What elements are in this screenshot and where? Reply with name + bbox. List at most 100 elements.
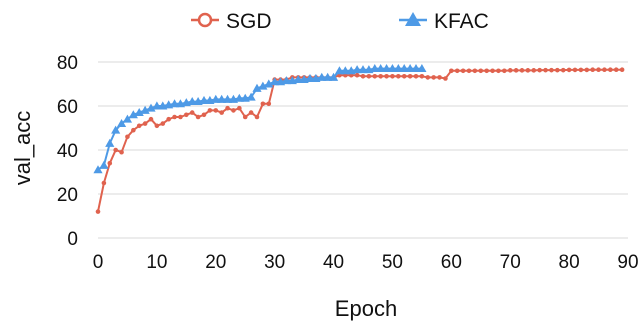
- data-point-sgd: [119, 149, 124, 155]
- data-point-sgd: [172, 114, 177, 120]
- data-point-kfac: [211, 94, 221, 103]
- ticks: 0 20 40 60 80 0 10 20 30 40 50 60 70 80 90: [57, 53, 639, 273]
- data-point-sgd: [219, 110, 224, 115]
- data-point-kfac: [234, 93, 244, 102]
- data-point-sgd: [460, 68, 466, 74]
- data-point-sgd: [560, 67, 566, 73]
- data-point-kfac: [93, 165, 103, 174]
- legend-item-kfac: KFAC: [399, 10, 489, 33]
- data-point-sgd: [184, 112, 189, 118]
- data-point-kfac: [376, 64, 386, 73]
- data-point-sgd: [95, 209, 101, 214]
- data-point-sgd: [584, 67, 590, 73]
- data-point-sgd: [443, 76, 448, 81]
- data-point-kfac: [317, 72, 327, 81]
- data-point-kfac: [122, 114, 133, 123]
- data-point-kfac: [252, 83, 262, 92]
- data-point-sgd: [166, 116, 171, 122]
- data-point-kfac: [381, 64, 392, 73]
- data-point-sgd: [590, 67, 595, 72]
- data-point-sgd: [531, 68, 537, 73]
- x-tick-label: 50: [382, 252, 403, 273]
- data-point-sgd: [113, 147, 118, 153]
- data-point-sgd: [390, 74, 395, 79]
- legend-marker-kfac: [405, 12, 421, 26]
- data-point-sgd: [378, 74, 383, 79]
- data-point-kfac: [387, 64, 398, 73]
- data-point-kfac: [270, 77, 280, 86]
- x-tick-label: 40: [323, 252, 344, 273]
- data-point-sgd: [490, 68, 495, 74]
- x-tick-label: 10: [146, 252, 167, 273]
- data-point-sgd: [201, 112, 207, 118]
- legend-label-sgd: SGD: [226, 10, 272, 33]
- data-point-kfac: [328, 72, 339, 81]
- data-point-kfac: [399, 64, 409, 73]
- y-tick-label: 0: [67, 229, 78, 250]
- data-point-sgd: [101, 180, 107, 186]
- data-point-sgd: [160, 121, 166, 126]
- data-point-kfac: [281, 76, 292, 85]
- data-point-kfac: [417, 64, 427, 73]
- data-point-kfac: [305, 73, 315, 82]
- data-point-sgd: [543, 67, 548, 73]
- data-point-sgd: [602, 67, 607, 72]
- series-kfac: [93, 64, 427, 174]
- data-point-sgd: [148, 116, 154, 122]
- data-point-kfac: [352, 65, 362, 74]
- data-point-kfac: [246, 92, 256, 101]
- x-tick-label: 30: [264, 252, 285, 273]
- data-point-kfac: [99, 160, 109, 169]
- data-point-kfac: [128, 110, 138, 119]
- data-point-sgd: [136, 123, 142, 129]
- legend-item-sgd: SGD: [191, 10, 272, 33]
- data-point-sgd: [248, 110, 254, 115]
- y-axis-label: val_acc: [10, 111, 35, 186]
- data-point-sgd: [195, 114, 201, 120]
- data-point-sgd: [519, 68, 525, 73]
- data-point-sgd: [449, 68, 454, 74]
- data-point-kfac: [358, 65, 368, 74]
- data-point-sgd: [484, 68, 489, 74]
- data-point-sgd: [366, 74, 372, 79]
- x-tick-label: 60: [441, 252, 462, 273]
- data-point-sgd: [513, 68, 519, 73]
- y-tick-label: 40: [57, 141, 78, 162]
- data-point-kfac: [134, 108, 144, 117]
- data-point-sgd: [225, 105, 230, 111]
- data-point-sgd: [619, 67, 625, 72]
- data-point-kfac: [370, 64, 380, 73]
- data-point-sgd: [384, 74, 389, 79]
- y-tick-label: 80: [57, 53, 78, 74]
- data-point-kfac: [140, 105, 150, 114]
- data-point-sgd: [425, 75, 431, 80]
- data-point-kfac: [152, 101, 162, 110]
- x-tick-label: 80: [559, 252, 580, 273]
- data-point-sgd: [419, 74, 425, 79]
- series-sgd: [95, 67, 625, 214]
- data-point-kfac: [293, 75, 303, 84]
- data-point-sgd: [254, 114, 260, 120]
- series-line-sgd: [97, 68, 623, 212]
- data-point-kfac: [334, 66, 345, 75]
- legend: SGD KFAC: [191, 10, 489, 33]
- x-tick-label: 20: [205, 252, 226, 273]
- data-point-sgd: [154, 123, 160, 129]
- data-point-sgd: [207, 108, 213, 113]
- data-point-sgd: [360, 74, 366, 79]
- data-point-kfac: [323, 72, 333, 81]
- data-point-sgd: [454, 68, 460, 74]
- data-point-sgd: [496, 68, 501, 74]
- legend-marker-sgd: [197, 12, 213, 28]
- series-line-kfac: [97, 67, 422, 171]
- x-axis-label: Epoch: [335, 296, 397, 321]
- y-tick-label: 60: [57, 97, 78, 118]
- legend-label-kfac: KFAC: [434, 10, 489, 33]
- data-point-sgd: [537, 67, 542, 73]
- data-point-sgd: [502, 68, 507, 74]
- y-tick-label: 20: [57, 185, 78, 206]
- data-point-kfac: [258, 81, 268, 90]
- data-point-sgd: [231, 108, 236, 113]
- data-point-sgd: [125, 134, 130, 140]
